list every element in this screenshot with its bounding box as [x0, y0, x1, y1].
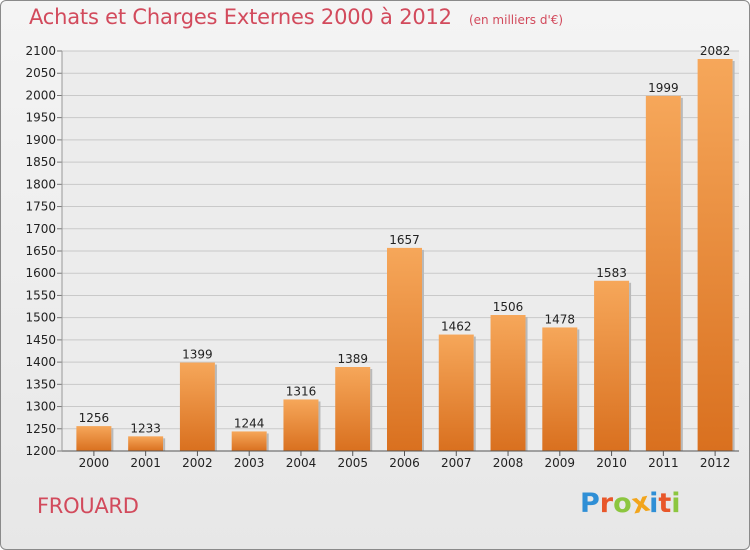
x-tick-label: 2010 [596, 456, 627, 470]
data-label: 1316 [286, 384, 317, 398]
chart-subtitle: (en milliers d'€) [468, 13, 564, 27]
y-tick-label: 1800 [25, 177, 56, 191]
x-tick-label: 2000 [79, 456, 110, 470]
bar-2006 [387, 247, 422, 451]
logo-letter: i [649, 488, 659, 519]
data-label: 1583 [596, 266, 627, 280]
y-tick-label: 1350 [25, 377, 56, 391]
bars: 1256 1233 1399 1244 1316 1389 1657 1462 1506 1478… [76, 44, 735, 451]
x-tick-label: 2006 [389, 456, 420, 470]
y-tick-label: 1200 [25, 444, 56, 458]
bar-2003 [231, 431, 267, 451]
y-tick-label: 1750 [25, 200, 56, 214]
data-label: 1256 [79, 411, 110, 425]
commune-name: FROUARD [37, 494, 139, 518]
logo-letter: i [671, 488, 681, 519]
y-tick-label: 1400 [25, 355, 56, 369]
bar-shadow [732, 61, 735, 451]
x-tick-label: 2012 [700, 456, 731, 470]
proxiti-logo: Proxiti [580, 487, 681, 521]
bar-shadow [318, 401, 321, 451]
bar-shadow [163, 438, 166, 451]
bar-shadow [422, 249, 424, 451]
y-tick-label: 1950 [25, 111, 56, 125]
bar-2002 [179, 362, 215, 451]
data-label: 1244 [234, 416, 265, 430]
bar-2001 [128, 436, 164, 451]
y-tick-label: 2100 [25, 44, 56, 58]
y-tick-label: 1900 [25, 133, 56, 147]
bar-shadow [577, 329, 580, 451]
bar-2007 [438, 334, 474, 451]
bar-shadow [629, 282, 632, 451]
x-tick-label: 2001 [130, 456, 161, 470]
bar-2008 [490, 315, 526, 451]
y-tick-label: 1600 [25, 266, 56, 280]
bar-shadow [214, 364, 217, 451]
y-tick-label: 1650 [25, 244, 56, 258]
title-row: Achats et Charges Externes 2000 à 2012 (… [29, 5, 563, 29]
logo-letter: r [599, 488, 614, 519]
data-label: 1389 [337, 352, 368, 366]
x-tick-label: 2002 [182, 456, 213, 470]
y-tick-label: 1550 [25, 288, 56, 302]
y-tick-label: 1850 [25, 155, 56, 169]
y-tick-label: 1300 [25, 400, 56, 414]
chart-title: Achats et Charges Externes 2000 à 2012 [29, 5, 452, 29]
data-label: 1399 [182, 348, 213, 362]
bar-shadow [525, 317, 528, 451]
data-label: 1478 [545, 312, 576, 326]
y-tick-label: 2050 [25, 66, 56, 80]
y-tick-label: 1500 [25, 311, 56, 325]
bar-2010 [594, 280, 630, 451]
bar-shadow [473, 336, 476, 451]
bar-2012 [697, 59, 733, 451]
x-tick-label: 2011 [648, 456, 679, 470]
bar-2011 [645, 95, 681, 451]
data-label: 1999 [648, 81, 679, 95]
logo-letter: P [580, 488, 600, 519]
logo-letter: t [658, 488, 672, 519]
bar-shadow [680, 97, 683, 451]
bar-shadow [266, 433, 269, 451]
bar-2009 [542, 327, 578, 451]
x-tick-label: 2007 [441, 456, 472, 470]
data-label: 1657 [389, 233, 420, 247]
bar-2004 [283, 399, 319, 451]
bar-2000 [76, 426, 112, 451]
data-label: 1462 [441, 320, 472, 334]
x-tick-label: 2008 [493, 456, 524, 470]
data-label: 2082 [700, 44, 731, 58]
y-tick-label: 2000 [25, 88, 56, 102]
y-tick-label: 1450 [25, 333, 56, 347]
x-tick-label: 2003 [234, 456, 265, 470]
x-tick-label: 2004 [286, 456, 317, 470]
x-tick-label: 2005 [337, 456, 368, 470]
x-tick-label: 2009 [545, 456, 576, 470]
y-tick-label: 1250 [25, 422, 56, 436]
data-label: 1233 [130, 421, 161, 435]
x-axis-ticks: 2000 2001 2002 2003 2004 2005 2006 2007 2008 2009… [79, 451, 731, 470]
bar-shadow [370, 369, 373, 451]
bar-shadow [111, 428, 114, 451]
y-axis-ticks: 1200 1250 1300 1350 1400 1450 1500 1550 1600 1650… [25, 44, 62, 458]
data-label: 1506 [493, 300, 524, 314]
logo-letter: o [613, 488, 632, 519]
y-tick-label: 1700 [25, 222, 56, 236]
bar-2005 [335, 367, 371, 451]
